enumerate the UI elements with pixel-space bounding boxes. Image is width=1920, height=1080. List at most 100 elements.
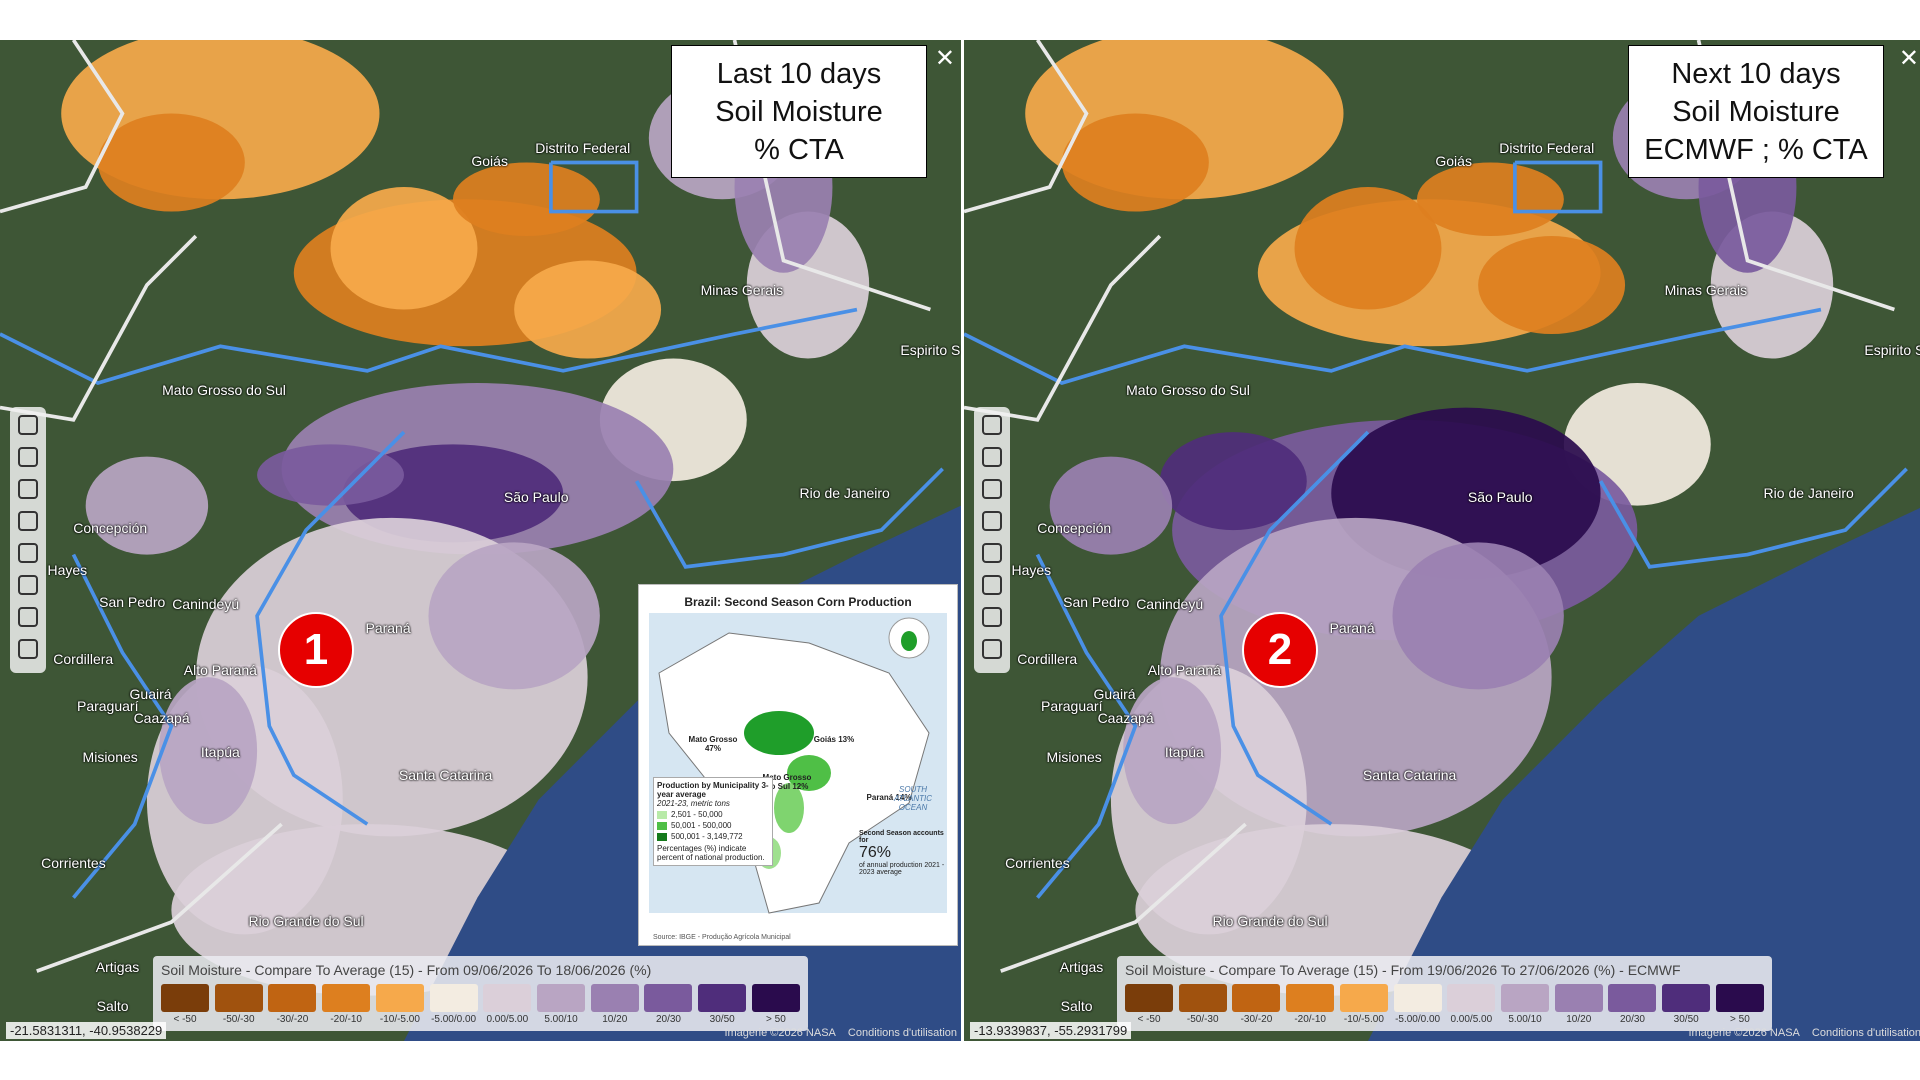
legend-label: -5.00/0.00 (431, 1014, 477, 1025)
attribution-text: Imagerie ©2026 NASA (724, 1027, 836, 1039)
tool-button[interactable] (18, 447, 38, 467)
tool-button[interactable] (982, 415, 1002, 435)
legend-class: -10/-5.00 (1339, 984, 1388, 1025)
terms-link[interactable]: Conditions d'utilisation (847, 1027, 957, 1039)
legend-label: 5.00/10 (544, 1014, 578, 1025)
place-label: Corrientes (41, 854, 106, 871)
place-label: Santa Catarina (1362, 766, 1457, 783)
map-art (964, 40, 1920, 1041)
place-label: Alto Paraná (1147, 662, 1221, 679)
attribution: Imagerie ©2026 NASA Conditions d'utilisat… (724, 1027, 957, 1039)
close-button[interactable]: ✕ (1898, 45, 1919, 72)
legend-class: 0.00/5.00 (1447, 984, 1496, 1025)
inset-legend-label: 500,001 - 3,149,772 (671, 832, 743, 841)
legend-class: -5.00/0.00 (429, 984, 478, 1025)
tool-button[interactable] (982, 543, 1002, 563)
close-button[interactable]: ✕ (934, 45, 955, 72)
map-panel[interactable]: Goiás Distrito Federal Minas Gerais Espirit… (964, 40, 1920, 1041)
legend-swatch (1662, 984, 1711, 1012)
legend-swatch (161, 984, 209, 1012)
legend-label: 10/20 (1566, 1014, 1592, 1025)
tool-button[interactable] (982, 447, 1002, 467)
inset-legend-item: 50,001 - 500,000 (657, 821, 769, 830)
title-box: Last 10 days Soil Moisture % CTA (671, 45, 927, 178)
legend-class: 20/30 (1608, 984, 1657, 1025)
place-label: Hayes (1011, 562, 1052, 579)
tool-button[interactable] (982, 575, 1002, 595)
legend-label: -10/-5.00 (1343, 1014, 1384, 1025)
inset-legend-label: 50,001 - 500,000 (671, 821, 732, 830)
tool-button[interactable] (982, 511, 1002, 531)
tool-button[interactable] (18, 415, 38, 435)
tool-button[interactable] (982, 607, 1002, 627)
inset-legend-label: 2,501 - 50,000 (671, 810, 723, 819)
place-label: Paraná (1329, 619, 1375, 636)
inset-state-label: Mato Grosso 47% (688, 735, 738, 753)
legend-class: > 50 (751, 984, 800, 1025)
place-label: Hayes (47, 562, 88, 579)
tool-button[interactable] (18, 511, 38, 531)
legend-label: -50/-30 (1186, 1014, 1219, 1025)
place-label: Goiás (1435, 153, 1472, 170)
tool-button[interactable] (982, 639, 1002, 659)
place-label: Mato Grosso do Sul (162, 382, 286, 399)
legend-swatch (214, 984, 263, 1012)
map-panel[interactable]: Goiás Distrito Federal Minas Gerais Espirit… (0, 40, 961, 1041)
inset-map: Brazil: Second Season Corn Production Mat… (638, 584, 958, 946)
place-label: Espirito S (900, 341, 961, 358)
legend-class: 10/20 (590, 984, 639, 1025)
place-label: Distrito Federal (535, 139, 631, 156)
legend-swatch (1125, 984, 1173, 1012)
legend-label: -20/-10 (330, 1014, 362, 1025)
tool-button[interactable] (18, 479, 38, 499)
place-label: Cordillera (1017, 651, 1078, 668)
tool-button[interactable] (18, 543, 38, 563)
place-label: Canindeyú (1136, 596, 1204, 613)
legend-class: 0.00/5.00 (483, 984, 532, 1025)
place-label: Cordillera (53, 651, 114, 668)
number-badge: 2 (1242, 612, 1318, 688)
place-label: São Paulo (1467, 488, 1533, 505)
legend-swatch (1501, 984, 1550, 1012)
tool-button[interactable] (18, 575, 38, 595)
place-label: San Pedro (99, 593, 166, 610)
legend-class: -50/-30 (1178, 984, 1227, 1025)
attribution: Imagerie ©2026 NASA Conditions d'utilisat… (1688, 1027, 1920, 1039)
terms-link[interactable]: Conditions d'utilisation (1811, 1027, 1920, 1039)
legend-swatch (375, 984, 424, 1012)
legend-label: 20/30 (1619, 1014, 1645, 1025)
inset-legend-note: Percentages (%) indicate percent of nati… (657, 844, 765, 862)
place-label: Artigas (1059, 958, 1104, 975)
legend-label: -5.00/0.00 (1395, 1014, 1441, 1025)
title-line: ECMWF ; % CTA (1644, 133, 1868, 166)
place-label: Misiones (82, 749, 138, 766)
legend-swatch (1715, 984, 1764, 1012)
tool-button[interactable] (18, 607, 38, 627)
place-label: Concepción (73, 520, 148, 537)
inset-legend-sub: 2021-23, metric tons (657, 799, 730, 808)
tool-button[interactable] (982, 479, 1002, 499)
legend-swatch (1339, 984, 1388, 1012)
place-label: Minas Gerais (1664, 281, 1748, 298)
tool-button[interactable] (18, 639, 38, 659)
legend-label: -20/-10 (1294, 1014, 1326, 1025)
legend-label: > 50 (1730, 1014, 1750, 1025)
legend-swatch (1393, 984, 1442, 1012)
legend-label: -30/-20 (276, 1014, 309, 1025)
legend-swatch (1608, 984, 1657, 1012)
legend-class: -10/-5.00 (375, 984, 424, 1025)
legend-swatch (1286, 984, 1335, 1012)
place-label: Rio de Janeiro (799, 484, 890, 501)
legend-class: 30/50 (1662, 984, 1711, 1025)
legend-swatch (322, 984, 371, 1012)
legend-swatch (644, 984, 693, 1012)
place-label: San Pedro (1063, 593, 1130, 610)
legend-class: 5.00/10 (537, 984, 586, 1025)
legend-label: -10/-5.00 (379, 1014, 420, 1025)
legend-swatch (1232, 984, 1281, 1012)
season-box: Second Season accounts for 76% of annual p… (859, 830, 949, 876)
map-toolbar (974, 407, 1010, 673)
place-label: Paraná (365, 619, 411, 636)
inset-state-label: Paraná 14% (866, 793, 912, 802)
place-label: Rio de Janeiro (1763, 484, 1854, 501)
